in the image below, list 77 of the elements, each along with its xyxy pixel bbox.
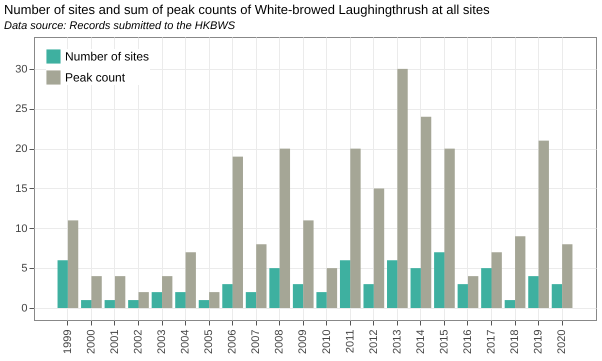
bar [552,284,562,308]
x-tick-label: 2010 [320,330,333,354]
bar [340,260,350,308]
y-tick-label: 5 [21,262,28,275]
bar [269,268,280,308]
y-tick-label: 30 [15,63,28,76]
bar [434,252,444,308]
x-tick-label: 2004 [180,330,192,354]
y-tick-label: 20 [15,143,28,156]
bar [303,220,314,308]
bar [138,292,149,308]
x-tick-label: 2020 [556,330,568,354]
bar [246,292,256,308]
bar [481,268,492,308]
bar [468,276,478,308]
bar [444,148,455,308]
x-tick-label: 2008 [274,330,286,354]
bar [363,284,374,308]
x-tick-label: 1999 [62,330,74,354]
y-tick-label: 10 [15,222,28,235]
x-tick-label: 2003 [156,330,168,354]
x-tick-label: 2012 [368,330,380,354]
x-tick-label: 2017 [486,330,498,354]
y-tick-label: 0 [21,302,28,315]
bar [316,292,327,308]
bar [397,68,408,308]
bar [458,284,468,308]
x-tick-label: 2009 [297,330,310,354]
x-tick-label: 2014 [414,330,427,354]
bar [152,292,162,308]
x-tick-label: 2011 [344,330,356,354]
x-tick-label: 2013 [391,330,404,354]
bar [528,276,539,308]
bar [186,252,196,308]
x-tick-label: 2000 [85,330,98,354]
x-tick-label: 2006 [226,330,239,354]
legend-label: Peak count [65,70,126,84]
x-tick-label: 2015 [438,330,450,354]
bar [387,260,398,308]
y-tick-label: 15 [15,182,28,195]
bar [209,292,220,308]
bar [292,284,304,308]
bar [162,276,172,308]
bar [420,116,432,308]
legend-label: Number of sites [65,50,150,64]
bar [374,188,384,308]
chart-subtitle: Data source: Records submitted to the HKBWS [4,20,236,32]
bar [128,300,138,308]
bar [256,244,267,308]
bar [326,268,338,308]
chart-title: Number of sites and sum of peak counts of White-browed Laughingthrush at all sites [4,2,490,17]
bar [562,244,572,308]
bar [91,276,102,308]
bar [198,300,210,308]
x-tick-label: 2019 [532,330,545,354]
bar [280,148,290,308]
x-tick-label: 2001 [108,330,121,354]
x-tick-label: 2016 [462,330,474,354]
x-tick-label: 2002 [132,330,144,354]
bar [232,156,243,308]
bar [104,300,115,308]
bar [68,220,78,308]
x-tick-label: 2005 [203,330,216,354]
y-tick-label: 25 [15,103,28,116]
bar [538,140,549,308]
bar [515,236,526,308]
bar [175,292,186,308]
bar [410,268,421,308]
bar [350,148,361,308]
x-tick-label: 2007 [250,330,262,354]
bar [492,252,502,308]
x-tick-label: 2018 [509,330,522,354]
bar [58,260,68,308]
bar [114,276,126,308]
bar [504,300,516,308]
bar [81,300,92,308]
bar [222,284,233,308]
